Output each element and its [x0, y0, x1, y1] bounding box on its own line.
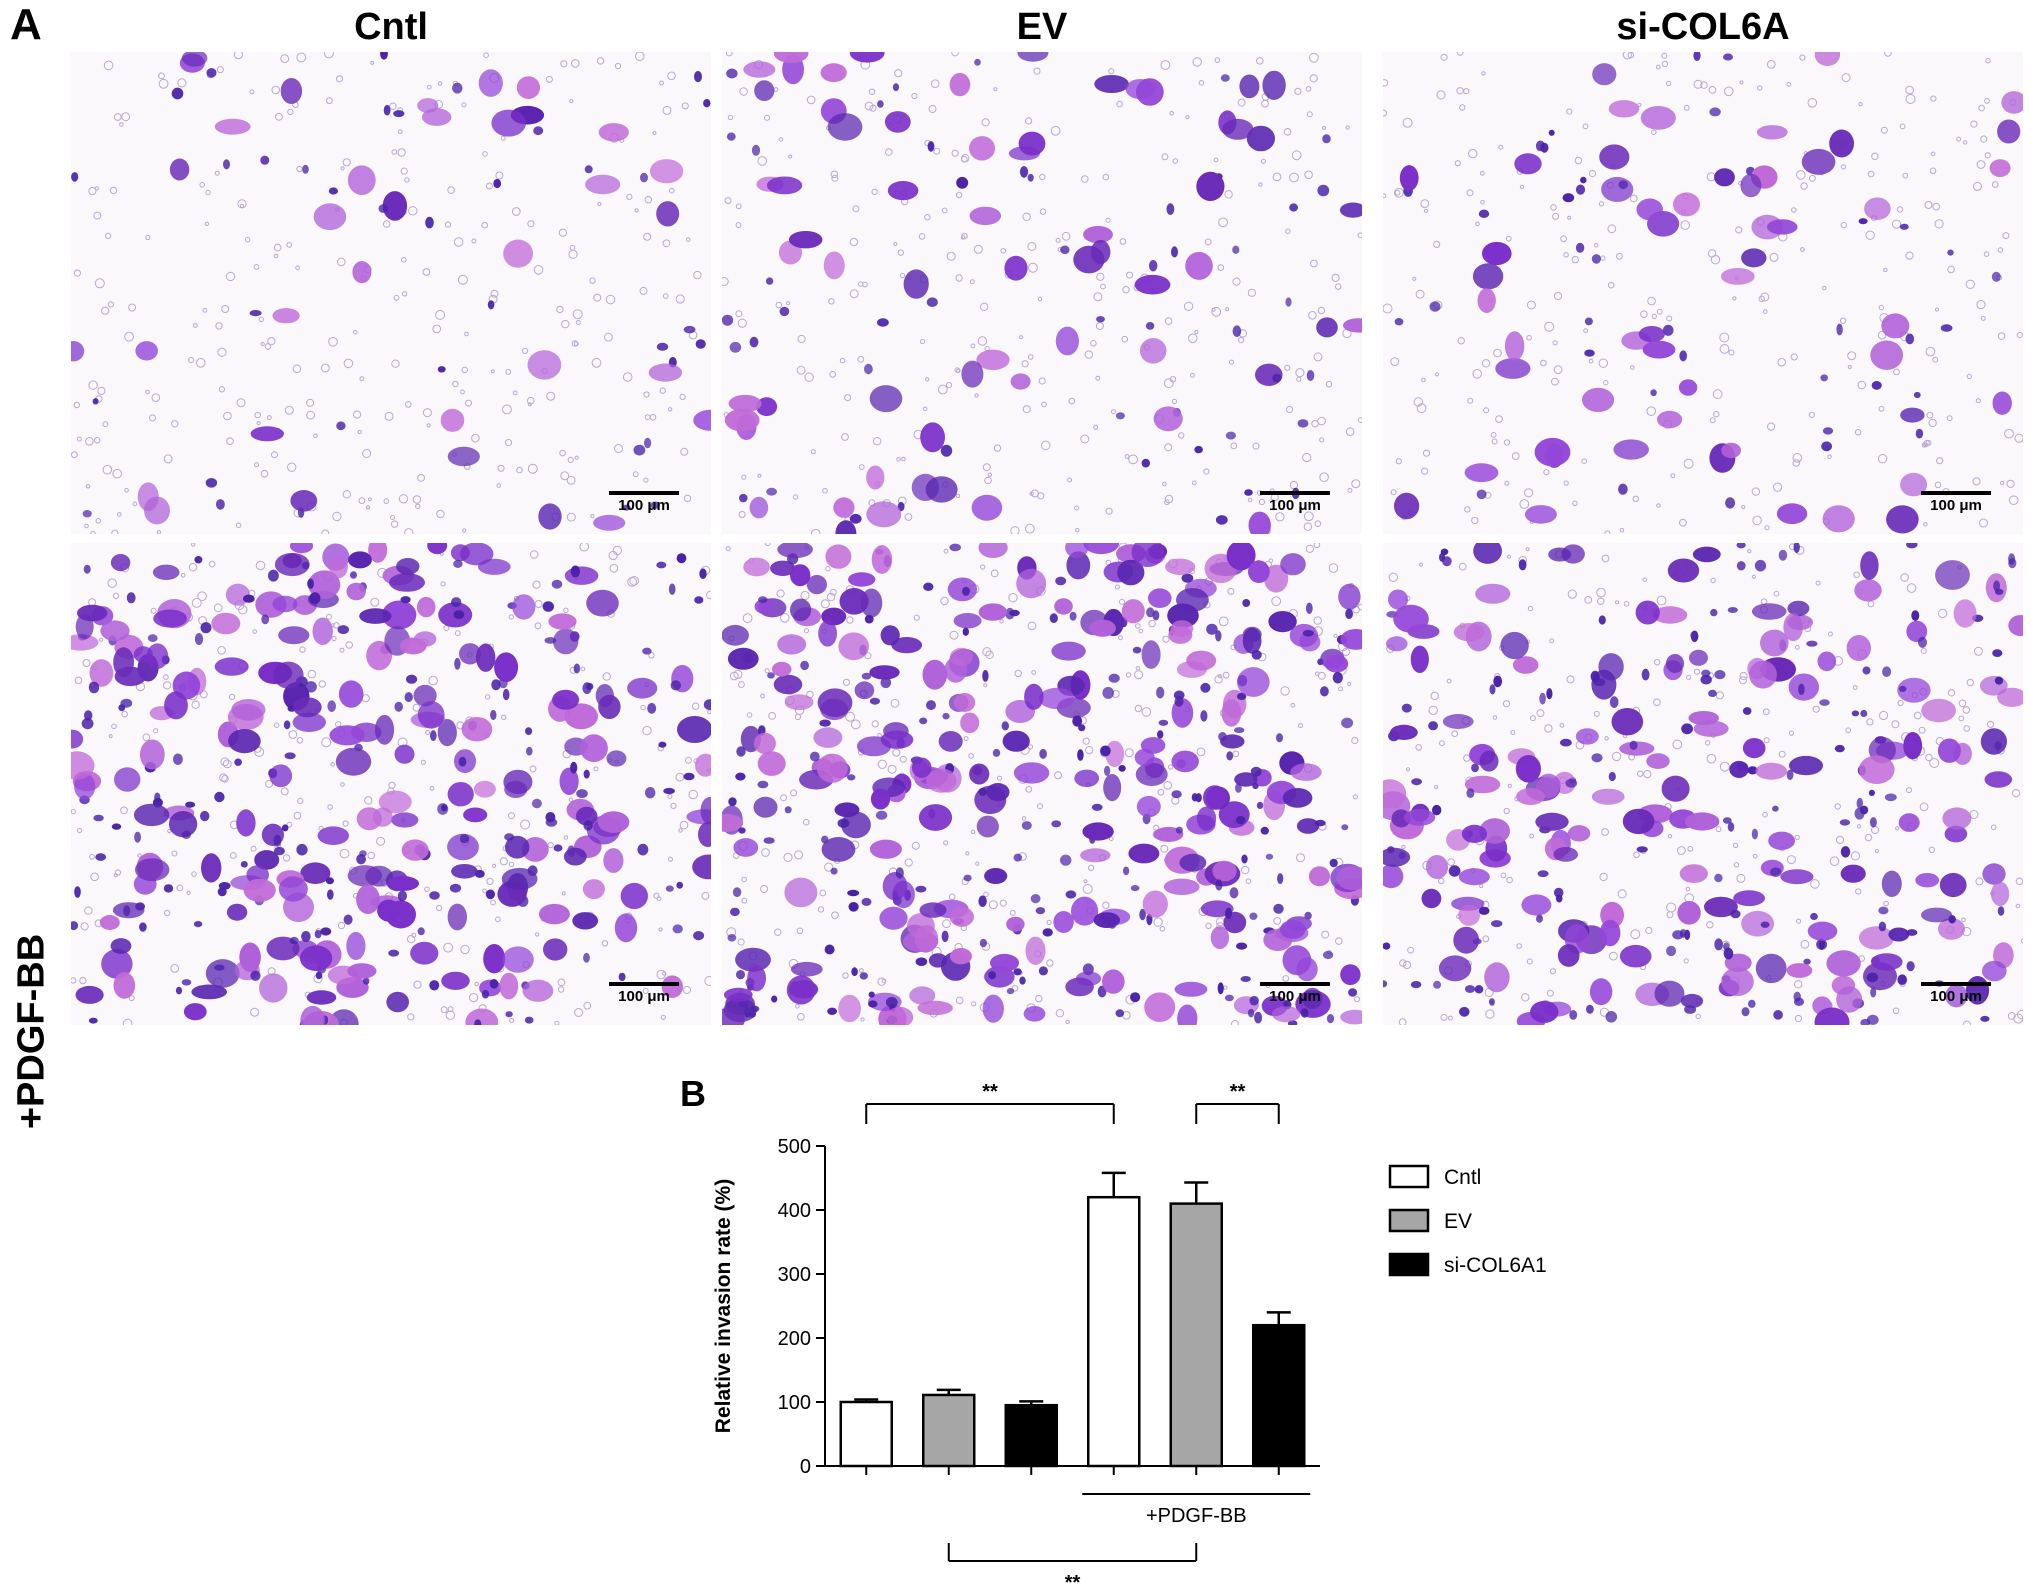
y-tick-label: 500	[778, 1136, 811, 1158]
y-tick-label: 300	[778, 1264, 811, 1286]
legend-label-cntl: Cntl	[1444, 1166, 1481, 1189]
scale-bar-label: 100 μm	[1930, 497, 1982, 514]
micrograph-ev-pdgf-bb: 100 μm	[722, 543, 1362, 1025]
y-tick-label: 200	[778, 1328, 811, 1350]
micrograph-cntl-pdgf-bb: 100 μm	[71, 543, 711, 1025]
scale-bar: 100 μm	[1260, 982, 1330, 1005]
bar-si-col6a1-2	[1004, 1403, 1058, 1468]
column-title-si-col6a: si-COL6A	[1616, 6, 1790, 48]
bar-ev-1	[922, 1393, 976, 1468]
legend-swatch-ev	[1388, 1208, 1430, 1233]
legend-label-si-col6a1: si-COL6A1	[1444, 1254, 1547, 1277]
row-title-pdgf-bb: +PDGF-BB	[10, 933, 53, 1130]
bar-cntl-0	[839, 1400, 893, 1468]
y-tick-label: 400	[778, 1200, 811, 1222]
scale-bar: 100 μm	[609, 491, 679, 514]
y-axis-label: Relative invasion rate (%)	[712, 1179, 735, 1433]
bar-si-col6a1-5	[1252, 1323, 1306, 1468]
scale-bar-label: 100 μm	[1930, 988, 1982, 1005]
stained-cells	[722, 52, 1362, 534]
y-tick-label: 0	[800, 1456, 811, 1478]
significance-label: **	[1065, 1572, 1081, 1590]
significance-label: **	[982, 1081, 998, 1103]
stained-cells	[71, 543, 711, 1025]
scale-bar: 100 μm	[609, 982, 679, 1005]
legend-label-ev: EV	[1444, 1210, 1472, 1233]
column-title-cntl: Cntl	[354, 6, 428, 48]
stained-cells	[71, 52, 711, 534]
legend-swatch-cntl	[1388, 1164, 1430, 1189]
scale-bar-label: 100 μm	[618, 988, 670, 1005]
bar-cntl-3	[1087, 1195, 1141, 1468]
scale-bar: 100 μm	[1260, 491, 1330, 514]
stained-cells	[722, 543, 1362, 1025]
group-label: +PDGF-BB	[1146, 1505, 1247, 1527]
scale-bar: 100 μm	[1921, 491, 1991, 514]
scale-bar-label: 100 μm	[1269, 988, 1321, 1005]
column-title-ev: EV	[1016, 6, 1068, 48]
micrograph-ev: 100 μm	[722, 52, 1362, 534]
micrograph-cntl: 100 μm	[71, 52, 711, 534]
panel-a-letter: A	[10, 0, 42, 49]
bar-chart: B 0 100 200 300 400 500 Relative invasion rate …	[680, 1073, 1547, 1590]
legend-swatch-si-col6a1	[1388, 1252, 1430, 1277]
micrograph-si-col6a-pdgf-bb: 100 μm	[1383, 543, 2023, 1025]
bar-ev-4	[1169, 1202, 1223, 1468]
significance-label: **	[1230, 1081, 1246, 1103]
scale-bar-label: 100 μm	[1269, 497, 1321, 514]
stained-cells	[1383, 52, 2023, 534]
panel-b-letter: B	[680, 1073, 706, 1114]
y-tick-label: 100	[778, 1392, 811, 1414]
scale-bar: 100 μm	[1921, 982, 1991, 1005]
scale-bar-label: 100 μm	[618, 497, 670, 514]
stained-cells	[1383, 543, 2023, 1025]
micrograph-si-col6a: 100 μm	[1383, 52, 2023, 534]
